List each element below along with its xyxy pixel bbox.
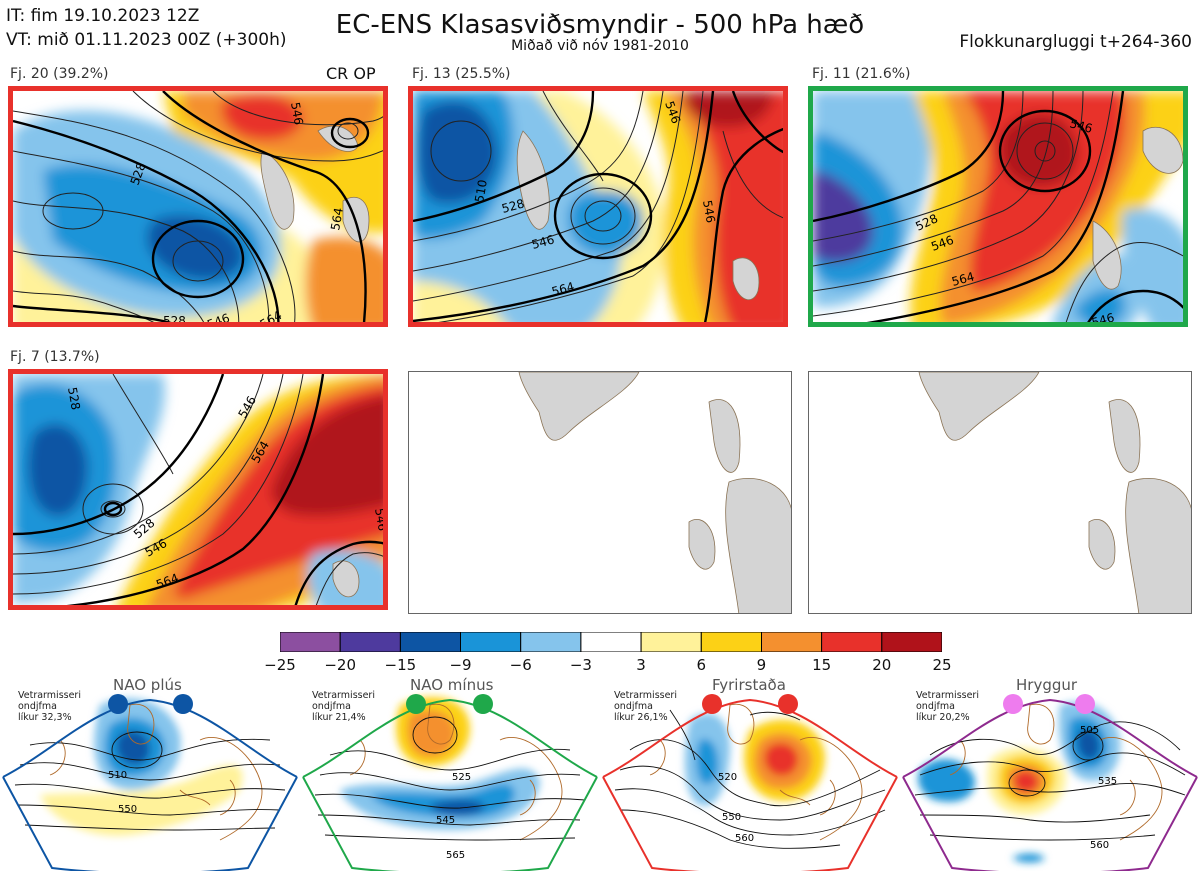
valid-time: VT: mið 01.11.2023 00Z (+300h) [6, 30, 287, 50]
init-time: IT: fim 19.10.2023 12Z [6, 6, 200, 26]
colorbar-segment [640, 631, 702, 653]
regime-dot [1075, 694, 1095, 714]
regime-dot [406, 694, 426, 714]
contour-label: 525 [452, 772, 471, 783]
cluster-label: Fj. 20 (39.2%) [10, 66, 109, 82]
regime-title: NAO plús [113, 676, 182, 694]
regime-info: Vetrarmisseri ondjfma líkur 26,1% [614, 690, 677, 723]
colorbar-tick-label: −9 [449, 656, 472, 674]
regime-map-ridge[interactable]: 505 535 560 [900, 680, 1200, 875]
colorbar-segment [881, 631, 943, 653]
colorbar-segment [399, 631, 462, 653]
classification-window: Flokkunargluggi t+264-360 [959, 32, 1192, 52]
regime-map-nao-minus[interactable]: 525 545 565 [300, 680, 600, 875]
regime-map-nao-plus[interactable]: 510 550 [0, 680, 300, 875]
cluster-label: Fj. 11 (21.6%) [812, 66, 911, 82]
colorbar-tick-label: 15 [812, 656, 832, 674]
regime-info: Vetrarmisseri ondjfma líkur 20,2% [916, 690, 979, 723]
colorbar-segment [339, 631, 401, 653]
regime-dot [173, 694, 193, 714]
colorbar-segment [460, 631, 522, 653]
regime-dot [778, 694, 798, 714]
colorbar-tick-label: 3 [636, 656, 646, 674]
colorbar-segment [761, 631, 823, 653]
page-subtitle: Miðað við nóv 1981-2010 [511, 38, 689, 54]
contour-label: 528 [65, 386, 83, 411]
contour-label: 535 [1098, 776, 1117, 787]
contour-label: 546 [372, 507, 388, 532]
contour-label: 550 [118, 804, 137, 815]
colorbar-segment [580, 631, 642, 653]
regime-dot [1003, 694, 1023, 714]
contour-label: 528 [131, 516, 158, 541]
contour-label: 546 [1068, 116, 1094, 135]
contour-label: 520 [718, 772, 737, 783]
contour-label: 546 [205, 311, 231, 327]
regime-dot [473, 694, 493, 714]
contour-label: 560 [1090, 840, 1109, 851]
empty-map-2 [808, 371, 1192, 614]
cr-op-badge: CR OP [326, 64, 376, 83]
cluster-label: Fj. 7 (13.7%) [10, 349, 100, 365]
cluster-map-4[interactable]: 528 546 564 528 546 564 546 [8, 369, 388, 610]
colorbar-segment [700, 631, 762, 653]
contour-label: 505 [1080, 725, 1099, 736]
colorbar-tick-label: 9 [756, 656, 767, 674]
cluster-map-1[interactable]: 528 546 564 528 546 564 [8, 86, 388, 327]
regime-info: Vetrarmisseri ondjfma líkur 21,4% [312, 690, 375, 723]
regime-title: Fyrirstaða [712, 676, 786, 694]
colorbar-tick-label: −3 [569, 656, 592, 674]
contour-label: 546 [288, 101, 306, 126]
colorbar-tick-label: −25 [264, 656, 296, 674]
cluster-label: Fj. 13 (25.5%) [412, 66, 511, 82]
contour-label: 528 [163, 314, 186, 327]
contour-label: 510 [472, 179, 490, 204]
colorbar-segment [520, 631, 582, 653]
colorbar-segment [821, 631, 883, 653]
contour-label: 564 [550, 279, 576, 298]
contour-label: 546 [530, 232, 556, 251]
contour-label: 565 [446, 850, 465, 861]
colorbar-tick-label: 20 [872, 656, 892, 674]
contour-label: 564 [328, 207, 346, 232]
regime-dot [702, 694, 722, 714]
contour-label: 560 [735, 833, 754, 844]
contour-label: 545 [436, 815, 455, 826]
colorbar-tick-label: −20 [324, 656, 356, 674]
contour-label: 546 [700, 199, 718, 224]
contour-label: 528 [500, 196, 526, 215]
colorbar-tick-label: 6 [696, 656, 707, 674]
empty-map-1 [408, 371, 792, 614]
regime-title: Hryggur [1016, 676, 1078, 694]
cluster-map-2[interactable]: 510 528 546 564 546 546 [408, 86, 788, 327]
colorbar-tick-label: −6 [509, 656, 532, 674]
cluster-map-3[interactable]: 546 528 546 564 546 [808, 86, 1188, 327]
colorbar-tick-label: −15 [384, 656, 417, 674]
page-title: EC-ENS Klasasviðsmyndir - 500 hPa hæð [335, 10, 865, 40]
regime-dot [108, 694, 128, 714]
contour-label: 564 [950, 269, 976, 288]
colorbar [279, 631, 943, 656]
contour-label: 510 [108, 770, 127, 781]
colorbar-segment [279, 631, 341, 653]
contour-label: 546 [1090, 310, 1116, 327]
contour-label: 550 [722, 812, 741, 823]
colorbar-tick-label: 25 [932, 656, 952, 674]
regime-title: NAO mínus [410, 676, 494, 694]
regime-info: Vetrarmisseri ondjfma líkur 32,3% [18, 690, 81, 723]
regime-map-blocking[interactable]: 520 550 560 [600, 680, 900, 875]
